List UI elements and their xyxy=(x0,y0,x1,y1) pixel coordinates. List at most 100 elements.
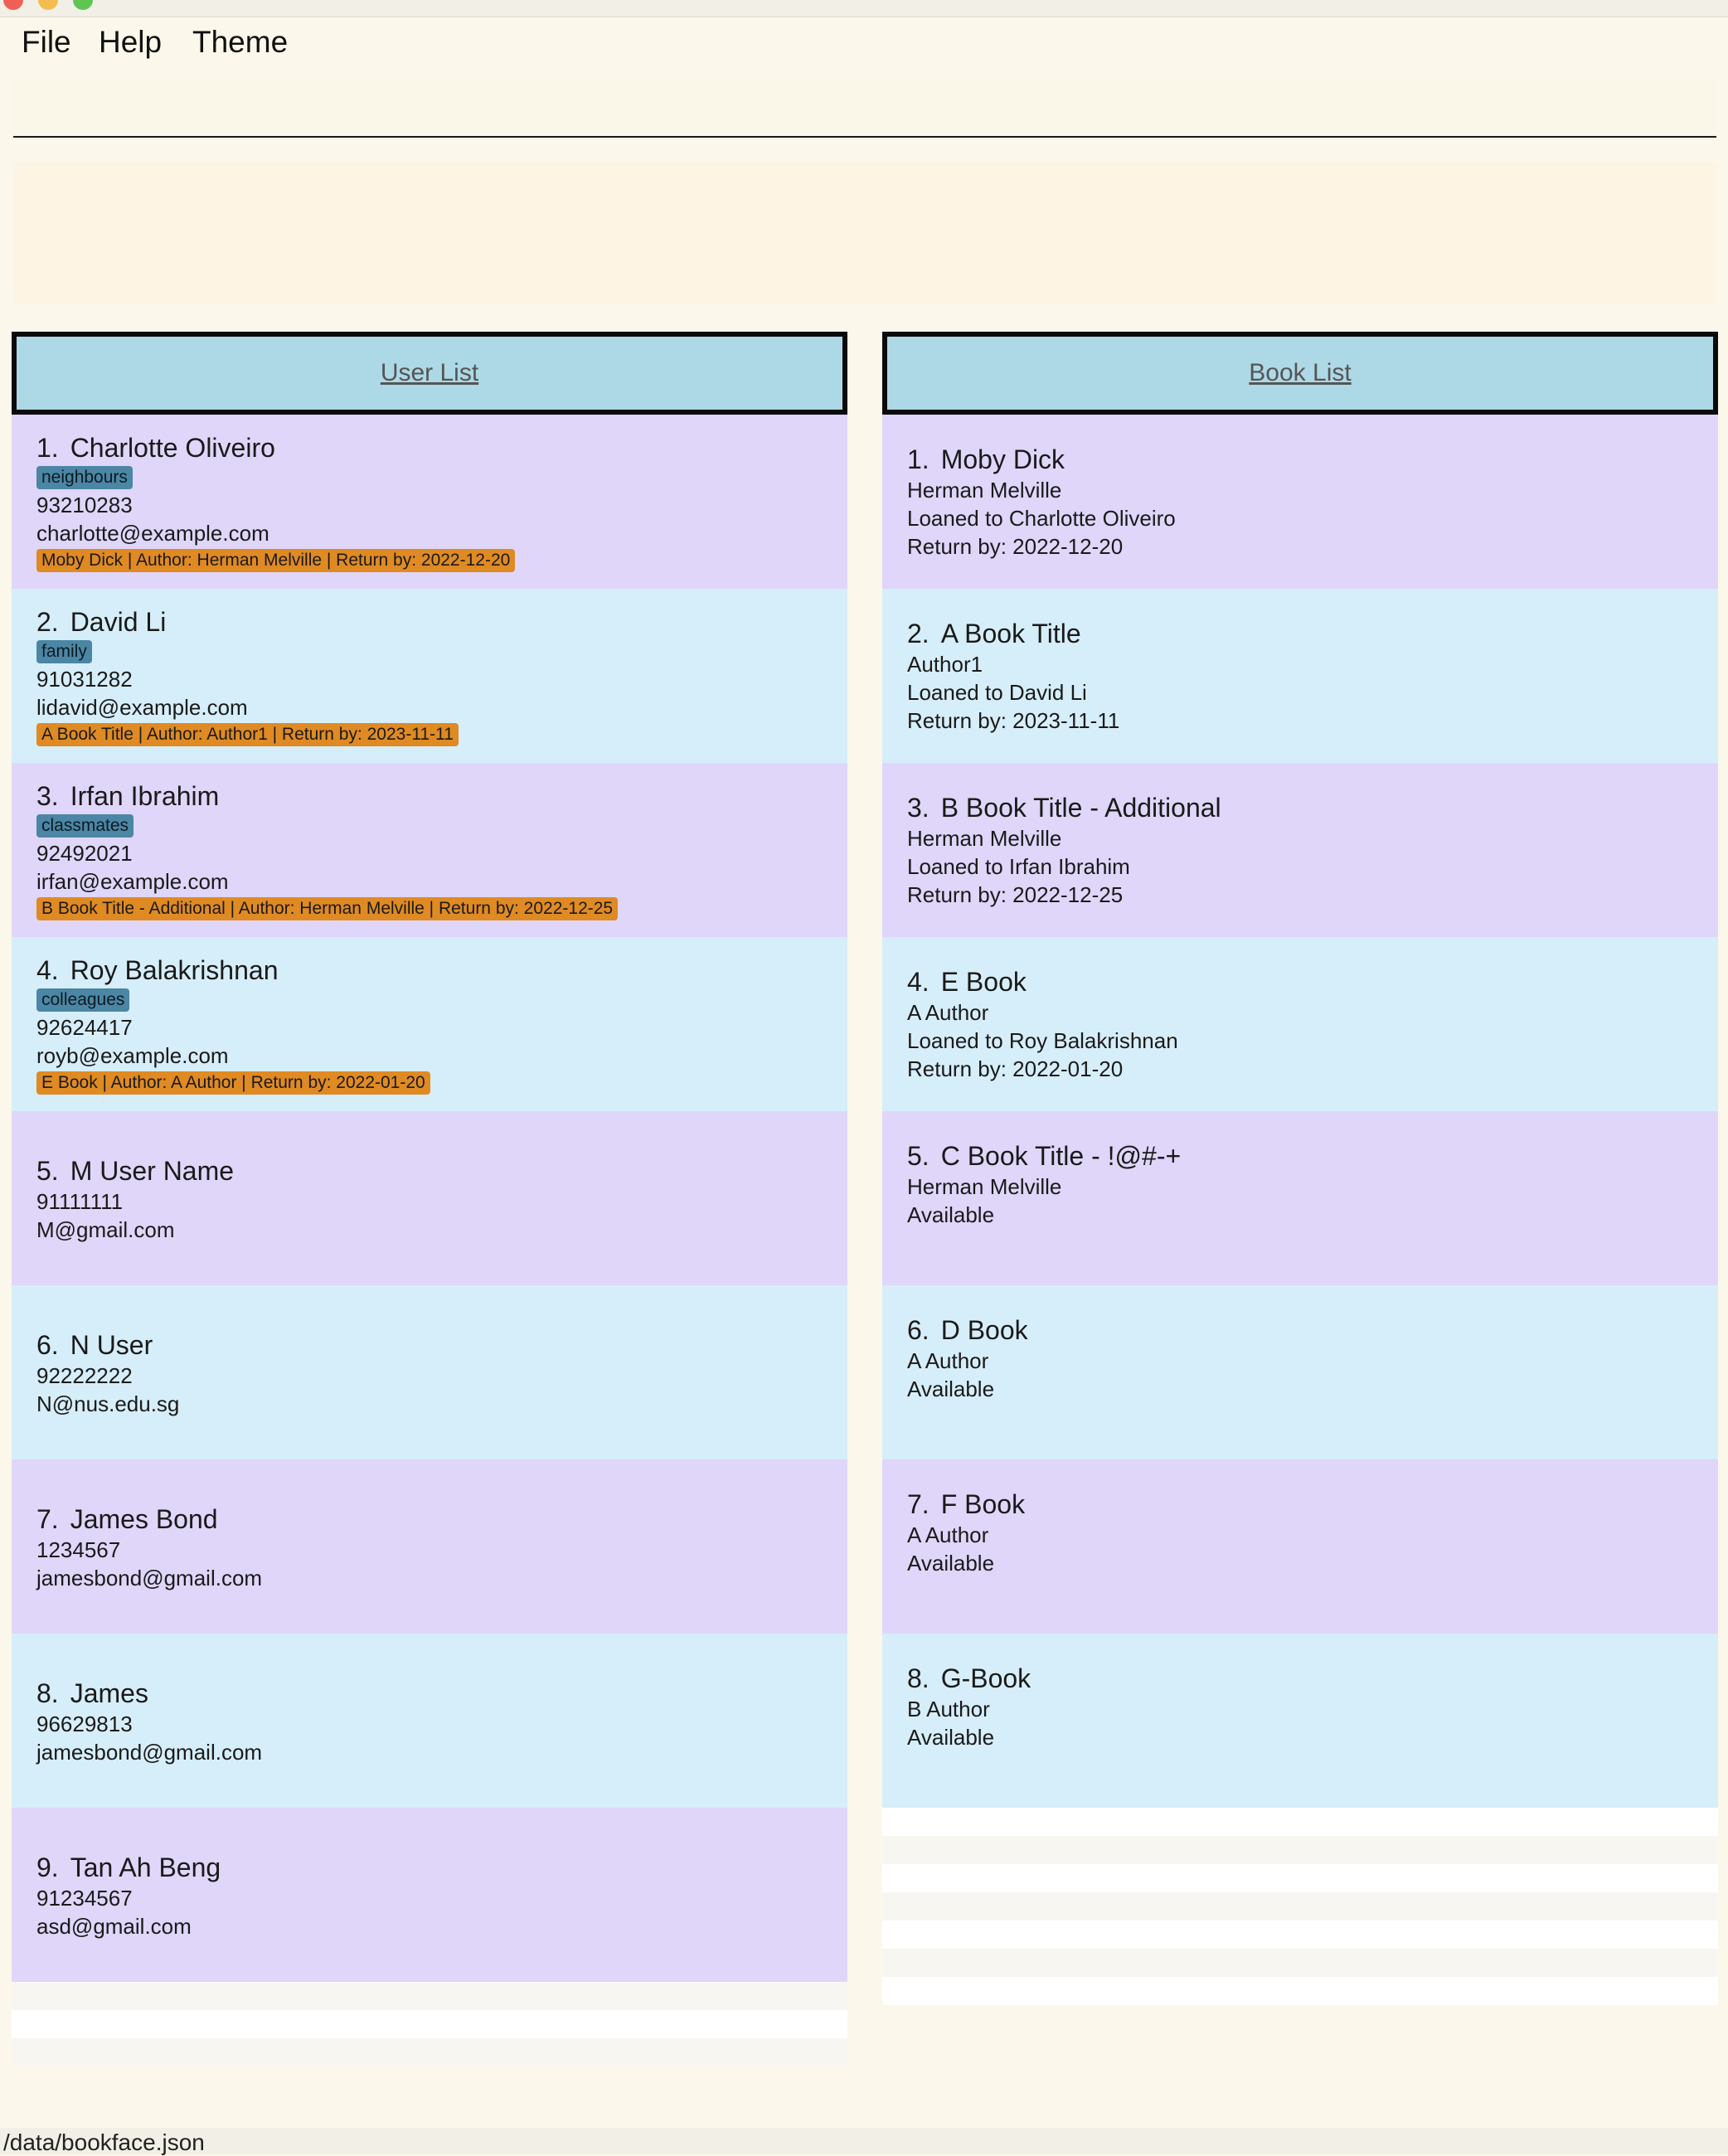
user-loan: Moby Dick | Author: Herman Melville | Re… xyxy=(36,549,516,572)
book-list-panel: Book List 1. Moby Dick Herman Melville Lo… xyxy=(882,332,1718,2005)
user-email: asd@gmail.com xyxy=(36,1914,192,1939)
menu-file[interactable]: File xyxy=(22,25,71,59)
user-loan: E Book | Author: A Author | Return by: 2… xyxy=(36,1071,430,1095)
user-name: 2. David Li xyxy=(36,607,167,637)
user-phone: 92624417 xyxy=(36,1015,133,1040)
user-name: 3. Irfan Ibrahim xyxy=(36,781,220,811)
book-status: Loaned to Irfan Ibrahim xyxy=(907,854,1130,879)
user-name: 4. Roy Balakrishnan xyxy=(36,955,279,985)
book-card[interactable]: 4. E Book A Author Loaned to Roy Balakris… xyxy=(882,937,1718,1111)
user-email: royb@example.com xyxy=(36,1043,229,1068)
user-list-title: User List xyxy=(380,359,479,386)
user-card[interactable]: 3. Irfan Ibrahim classmates 92492021 irfa… xyxy=(12,763,847,937)
user-phone: 96629813 xyxy=(36,1712,133,1736)
maximize-window-icon[interactable] xyxy=(73,0,93,10)
book-card[interactable]: 2. A Book Title Author1 Loaned to David L… xyxy=(882,589,1718,763)
user-card[interactable]: 2. David Li family 91031282 lidavid@examp… xyxy=(12,589,847,763)
book-return-by: Return by: 2023-11-11 xyxy=(907,708,1120,733)
book-status: Available xyxy=(907,1202,995,1227)
user-list[interactable]: 1. Charlotte Oliveiro neighbours 93210283… xyxy=(12,415,847,2066)
user-name: 1. Charlotte Oliveiro xyxy=(36,433,275,463)
book-status: Loaned to David Li xyxy=(907,680,1087,705)
book-card[interactable]: 7. F Book A Author Available xyxy=(882,1459,1718,1634)
user-email: jamesbond@gmail.com xyxy=(36,1566,263,1590)
user-email: N@nus.edu.sg xyxy=(36,1391,180,1416)
user-tag: colleagues xyxy=(36,988,130,1012)
book-card[interactable]: 1. Moby Dick Herman Melville Loaned to Ch… xyxy=(882,415,1718,589)
user-phone: 92222222 xyxy=(36,1363,133,1388)
empty-row xyxy=(882,1977,1718,2005)
empty-row xyxy=(882,1920,1718,1949)
command-input[interactable] xyxy=(13,80,1716,138)
user-phone: 91234567 xyxy=(36,1886,133,1911)
book-title: 1. Moby Dick xyxy=(907,444,1065,474)
book-title: 3. B Book Title - Additional xyxy=(907,793,1221,823)
book-card[interactable]: 8. G-Book B Author Available xyxy=(882,1634,1718,1808)
empty-row xyxy=(882,1836,1718,1864)
user-tag: classmates xyxy=(36,814,134,838)
book-title: 4. E Book xyxy=(907,967,1027,997)
book-card[interactable]: 3. B Book Title - Additional Herman Melvi… xyxy=(882,763,1718,937)
close-window-icon[interactable] xyxy=(3,0,23,10)
user-email: irfan@example.com xyxy=(36,869,229,894)
book-title: 5. C Book Title - !@#-+ xyxy=(907,1141,1182,1171)
user-name: 9. Tan Ah Beng xyxy=(36,1853,221,1882)
book-list-title: Book List xyxy=(1249,359,1352,386)
book-author: A Author xyxy=(907,1348,989,1373)
user-tag: neighbours xyxy=(36,466,133,489)
empty-row xyxy=(882,1808,1718,1836)
book-author: Author1 xyxy=(907,652,983,677)
book-author: B Author xyxy=(907,1697,990,1721)
user-card[interactable]: 9. Tan Ah Beng 91234567 asd@gmail.com xyxy=(12,1808,847,1982)
user-card[interactable]: 4. Roy Balakrishnan colleagues 92624417 r… xyxy=(12,937,847,1111)
book-card[interactable]: 6. D Book A Author Available xyxy=(882,1285,1718,1459)
book-list[interactable]: 1. Moby Dick Herman Melville Loaned to Ch… xyxy=(882,415,1718,2005)
empty-row xyxy=(12,2038,847,2066)
book-title: 7. F Book xyxy=(907,1489,1026,1519)
user-name: 5. M User Name xyxy=(36,1156,235,1186)
book-return-by: Return by: 2022-12-20 xyxy=(907,534,1124,559)
empty-row xyxy=(12,2010,847,2038)
book-author: Herman Melville xyxy=(907,826,1062,851)
user-email: M@gmail.com xyxy=(36,1217,175,1242)
book-status: Available xyxy=(907,1377,995,1401)
user-card[interactable]: 8. James 96629813 jamesbond@gmail.com xyxy=(12,1634,847,1808)
book-status: Available xyxy=(907,1551,995,1576)
book-author: Herman Melville xyxy=(907,478,1062,503)
user-name: 8. James xyxy=(36,1678,148,1708)
empty-row xyxy=(882,1892,1718,1920)
user-phone: 92492021 xyxy=(36,841,133,866)
user-email: jamesbond@gmail.com xyxy=(36,1740,263,1765)
user-name: 6. N User xyxy=(36,1330,153,1360)
book-card[interactable]: 5. C Book Title - !@#-+ Herman Melville A… xyxy=(882,1111,1718,1285)
user-phone: 91031282 xyxy=(36,667,133,692)
user-phone: 1234567 xyxy=(36,1537,121,1562)
user-card[interactable]: 1. Charlotte Oliveiro neighbours 93210283… xyxy=(12,415,847,589)
user-email: lidavid@example.com xyxy=(36,695,248,720)
book-return-by: Return by: 2022-12-25 xyxy=(907,882,1124,907)
book-status: Loaned to Charlotte Oliveiro xyxy=(907,506,1176,531)
user-card[interactable]: 6. N User 92222222 N@nus.edu.sg xyxy=(12,1285,847,1459)
user-card[interactable]: 7. James Bond 1234567 jamesbond@gmail.com xyxy=(12,1459,847,1634)
user-card[interactable]: 5. M User Name 91111111 M@gmail.com xyxy=(12,1111,847,1285)
book-list-header: Book List xyxy=(882,332,1718,415)
user-loan: A Book Title | Author: Author1 | Return … xyxy=(36,723,459,746)
minimize-window-icon[interactable] xyxy=(38,0,58,10)
menu-theme[interactable]: Theme xyxy=(192,25,289,59)
book-status: Loaned to Roy Balakrishnan xyxy=(907,1028,1178,1053)
book-title: 8. G-Book xyxy=(907,1663,1031,1693)
data-file-path: /data/bookface.json xyxy=(3,2129,205,2155)
user-list-panel: User List 1. Charlotte Oliveiro neighbour… xyxy=(12,332,847,2066)
user-loan: B Book Title - Additional | Author: Herm… xyxy=(36,897,619,920)
menu-bar: File Help Theme xyxy=(0,18,1728,71)
menu-help[interactable]: Help xyxy=(99,25,163,59)
empty-row xyxy=(882,1949,1718,1977)
user-phone: 93210283 xyxy=(36,493,133,517)
window-titlebar xyxy=(0,0,1728,17)
user-name: 7. James Bond xyxy=(36,1504,218,1534)
book-title: 6. D Book xyxy=(907,1315,1028,1345)
book-title: 2. A Book Title xyxy=(907,619,1081,648)
book-author: A Author xyxy=(907,1522,989,1547)
status-bar: /data/bookface.json xyxy=(0,2128,1728,2155)
book-author: Herman Melville xyxy=(907,1174,1062,1199)
